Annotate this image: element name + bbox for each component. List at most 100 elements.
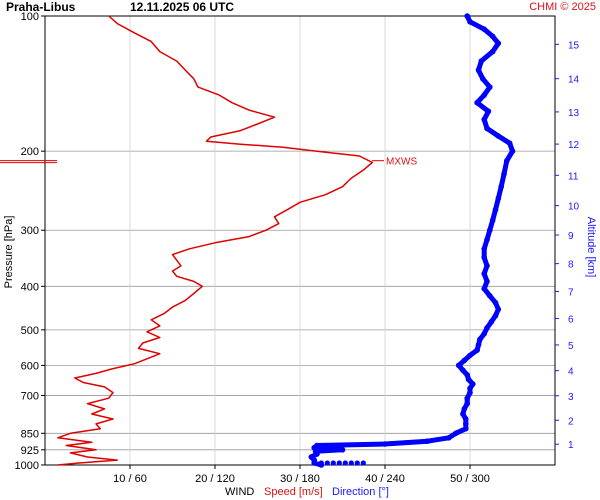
direction-point <box>487 227 493 233</box>
altitude-tick-label: 11 <box>568 171 579 182</box>
mxws-annotation: MXWS <box>386 157 417 168</box>
pressure-tick-label: 300 <box>21 225 39 237</box>
altitude-tick-label: 15 <box>568 40 580 51</box>
altitude-tick-label: 6 <box>568 315 574 326</box>
direction-point <box>481 330 488 337</box>
direction-point <box>506 140 513 146</box>
direction-point <box>495 40 502 47</box>
direction-point <box>489 33 496 40</box>
direction-point <box>478 58 485 64</box>
direction-point <box>492 299 499 306</box>
direction-surface-point <box>330 460 336 466</box>
direction-surface-point <box>342 460 348 466</box>
direction-point <box>463 416 469 422</box>
direction-point <box>477 336 483 343</box>
speed-series-line <box>57 15 374 466</box>
pressure-tick-label: 500 <box>21 325 39 337</box>
direction-point <box>481 26 488 32</box>
direction-point <box>339 447 346 453</box>
direction-point <box>495 195 502 202</box>
direction-point <box>484 236 490 243</box>
wind-label: WIND <box>225 486 254 498</box>
direction-point <box>501 171 507 177</box>
direction-point <box>481 285 488 292</box>
direction-point <box>474 347 480 354</box>
direction-point <box>467 352 473 359</box>
pressure-tick-label: 400 <box>21 281 39 293</box>
speed-legend: Speed [m/s] <box>264 486 323 498</box>
direction-point <box>446 435 452 441</box>
direction-point <box>484 125 490 132</box>
direction-surface-point <box>324 460 330 466</box>
pressure-tick-label: 925 <box>21 445 39 457</box>
y-axis-label: Pressure [hPa] <box>3 216 15 289</box>
direction-point <box>314 442 320 449</box>
wind-tick-label: 40 / 240 <box>365 473 405 485</box>
wind-tick-label: 20 / 120 <box>195 473 235 485</box>
altitude-tick-label: 7 <box>568 287 574 298</box>
direction-point <box>475 67 482 73</box>
direction-point <box>492 312 499 319</box>
direction-point <box>453 430 459 437</box>
direction-point <box>480 76 486 82</box>
direction-point <box>455 362 462 369</box>
pressure-tick-label: 600 <box>21 360 39 372</box>
direction-point <box>492 206 499 213</box>
pressure-tick-label: 850 <box>21 428 39 440</box>
altitude-tick-label: 12 <box>568 140 580 151</box>
altitude-tick-label: 1 <box>568 440 574 451</box>
direction-surface-point <box>336 460 342 466</box>
direction-point <box>481 254 488 261</box>
direction-point <box>484 325 490 331</box>
direction-point <box>509 148 516 154</box>
altitude-axis-label: Altitude [km] <box>585 217 597 278</box>
direction-point <box>487 84 493 90</box>
wind-tick-label: 30 / 180 <box>280 473 320 485</box>
direction-point <box>460 411 466 417</box>
pressure-tick-label: 100 <box>21 11 39 23</box>
direction-point <box>461 406 468 412</box>
direction-legend: Direction [°] <box>332 486 389 498</box>
direction-point <box>495 306 502 313</box>
altitude-tick-label: 4 <box>568 367 574 378</box>
direction-surface-point <box>318 460 324 466</box>
direction-surface-point <box>360 460 366 466</box>
direction-point <box>481 92 488 98</box>
direction-point <box>464 13 471 19</box>
direction-point <box>464 372 471 378</box>
direction-point <box>424 438 431 445</box>
pressure-tick-label: 700 <box>21 390 39 402</box>
sounding-datetime: 12.11.2025 06 UTC <box>130 0 234 14</box>
altitude-tick-label: 3 <box>568 392 574 403</box>
direction-point <box>465 376 472 383</box>
altitude-tick-label: 5 <box>568 341 574 352</box>
direction-point <box>464 395 471 402</box>
direction-point <box>474 99 480 106</box>
altitude-tick-label: 14 <box>568 75 580 86</box>
direction-point <box>484 278 490 285</box>
altitude-tick-label: 13 <box>568 108 580 119</box>
altitude-tick-label: 8 <box>568 260 574 271</box>
direction-point <box>461 357 468 364</box>
direction-point <box>504 157 510 164</box>
direction-point <box>489 217 496 223</box>
copyright-text: CHMI © 2025 <box>529 1 596 13</box>
direction-point <box>463 421 469 427</box>
station-name: Praha-Libus <box>6 0 76 14</box>
altitude-tick-label: 10 <box>568 202 580 213</box>
direction-point <box>470 381 476 387</box>
direction-point <box>460 367 466 374</box>
direction-point <box>467 385 473 392</box>
direction-point <box>481 270 488 277</box>
direction-point <box>495 133 502 139</box>
direction-point <box>308 454 315 460</box>
grid <box>45 16 555 465</box>
pressure-tick-label: 200 <box>21 146 39 158</box>
direction-point <box>467 19 473 25</box>
direction-point <box>481 246 488 252</box>
direction-point <box>498 183 505 190</box>
direction-point <box>475 342 482 348</box>
direction-point <box>463 425 469 432</box>
